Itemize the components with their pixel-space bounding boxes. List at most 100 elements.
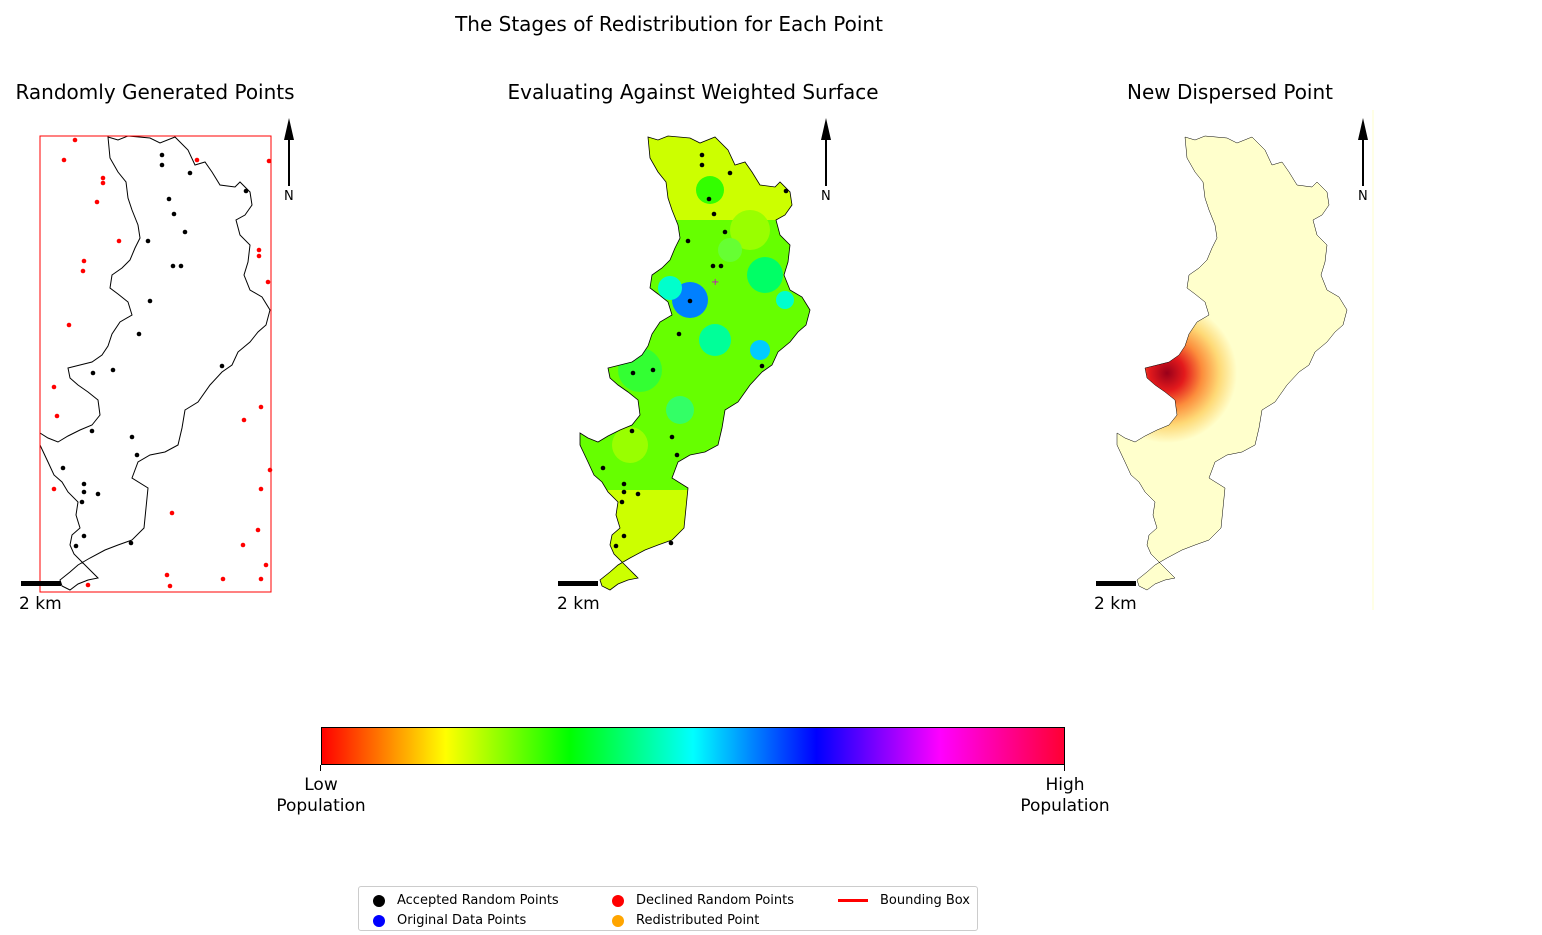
accepted-random-point [182,229,188,235]
accepted-random-point [95,491,101,497]
legend-original-label: Original Data Points [397,913,527,928]
accepted-random-point [79,499,85,505]
declined-random-point [66,322,72,328]
declined-random-point [61,157,67,163]
accepted-random-point [73,543,79,549]
accepted-random-point [219,363,225,369]
legend-declined-marker [612,894,624,907]
accepted-random-point [685,238,691,244]
accepted-random-point [134,452,140,458]
accepted-random-point [166,196,172,202]
declined-random-point [241,417,247,423]
panel-3-title: New Dispersed Point [1126,80,1333,104]
accepted-random-point [145,238,151,244]
accepted-random-point [81,481,87,487]
accepted-random-point [129,434,135,440]
colorbar-low-label: Low Population [276,775,366,816]
legend-item-redistributed: Redistributed Point [612,913,759,928]
declined-random-point [81,258,87,264]
accepted-random-point [629,428,635,434]
panel-2-north-label: N [821,189,831,204]
accepted-random-point [783,188,789,194]
legend-accepted-label: Accepted Random Points [397,893,559,908]
accepted-random-point [650,367,656,373]
panel-2-redistributed-marker: + [711,277,719,288]
declined-random-point [256,253,262,259]
accepted-random-point [60,465,66,471]
accepted-random-point [136,331,142,337]
declined-random-point [100,180,106,186]
declined-random-point [80,268,86,274]
accepted-random-point [727,170,733,176]
accepted-random-point [699,162,705,168]
accepted-random-point [710,263,716,269]
legend-declined-label: Declined Random Points [636,893,795,908]
declined-random-point [51,486,57,492]
panel-3-north-label: N [1358,189,1368,204]
accepted-random-point [669,434,675,440]
legend-item-accepted: Accepted Random Points [373,893,559,908]
accepted-random-point [759,363,765,369]
accepted-random-point [159,152,165,158]
accepted-random-point [630,370,636,376]
panel-3-heat-surface [1117,136,1347,590]
accepted-random-point [668,540,674,546]
colorbar-high-label: High Population [1020,775,1110,816]
declined-random-point [258,404,264,410]
accepted-random-point [81,533,87,539]
accepted-random-point [187,170,193,176]
accepted-random-point [90,370,96,376]
accepted-random-point [718,263,724,269]
declined-random-point [116,238,122,244]
panel-1-north-arrow-icon [284,118,294,186]
panel-2-scale-bar [558,581,598,586]
accepted-random-point [170,263,176,269]
legend-redistributed-marker [612,914,624,927]
legend-bounding-box-marker [838,899,868,902]
panel-2-weighted-surface [580,136,810,590]
accepted-random-point [110,367,116,373]
colorbar-low-tick [320,765,321,771]
population-colorbar [321,727,1065,765]
declined-random-point [72,137,78,143]
declined-random-point [267,467,273,473]
declined-random-point [100,175,106,181]
panel-2-map: + [579,135,811,591]
declined-random-point [94,199,100,205]
accepted-random-point [613,543,619,549]
panel-1-bounding-box [39,135,272,593]
accepted-random-point [159,162,165,168]
legend-item-bounding-box: Bounding Box [838,893,970,908]
panel-2-scale-label: 2 km [557,594,600,614]
accepted-random-point [621,481,627,487]
legend-item-declined: Declined Random Points [612,893,794,908]
declined-random-point [164,572,170,578]
legend-accepted-marker [373,894,385,907]
panel-1-scale-label: 2 km [19,594,62,614]
panel-1-north-label: N [284,189,294,204]
accepted-random-point [621,533,627,539]
declined-random-point [263,562,269,568]
declined-random-point [51,384,57,390]
accepted-random-point [89,428,95,434]
panel-3-scale-label: 2 km [1094,594,1137,614]
declined-random-point [258,486,264,492]
panel-2-north-arrow-icon [821,118,831,186]
accepted-random-point [699,152,705,158]
figure-title: The Stages of Redistribution for Each Po… [455,12,883,36]
legend: Accepted Random Points Original Data Poi… [358,886,978,931]
legend-item-original: Original Data Points [373,913,526,928]
declined-random-point [240,542,246,548]
declined-random-point [255,527,261,533]
accepted-random-point [81,489,87,495]
accepted-random-point [635,491,641,497]
declined-random-point [194,157,200,163]
panel-1-map [39,135,273,593]
legend-redistributed-label: Redistributed Point [636,913,760,928]
panel-3-north-arrow-icon [1358,118,1368,186]
accepted-random-point [171,211,177,217]
accepted-random-point [619,499,625,505]
accepted-random-point [621,489,627,495]
accepted-random-point [676,331,682,337]
accepted-random-point [147,298,153,304]
